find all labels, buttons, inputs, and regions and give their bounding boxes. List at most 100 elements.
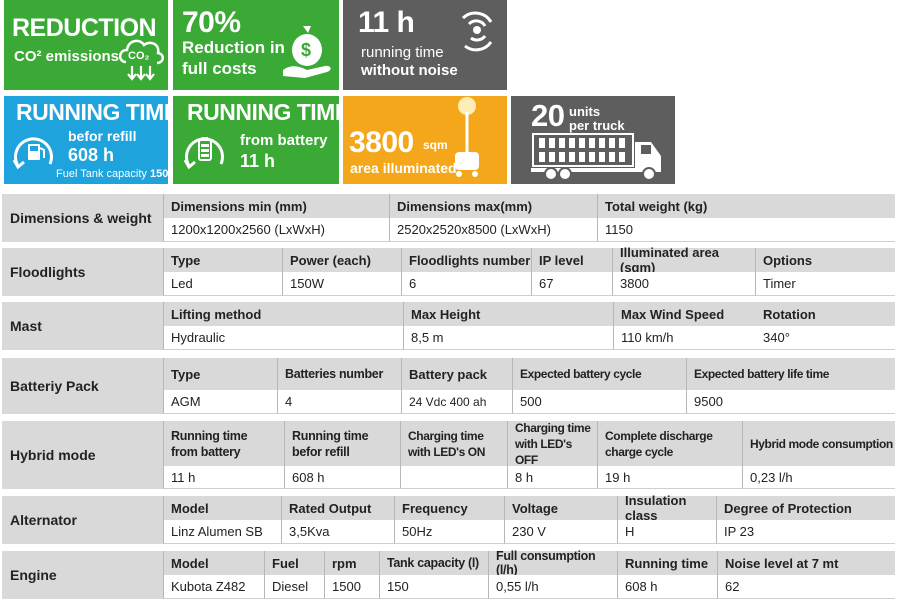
tile-big-value: 11 h — [358, 6, 415, 39]
battery-cycle-icon — [183, 137, 224, 170]
tile-big-value: 3800 — [349, 126, 414, 159]
tile-area-illuminated: 3800 sqm area illuminated — [343, 96, 507, 184]
tile-subtitle: CO² emissions — [14, 48, 120, 65]
value-hybrid-consumption: 0,23 l/h — [742, 466, 895, 489]
section-engine: Engine Model Fuel rpm Tank capacity (l) … — [2, 549, 895, 599]
header-type: Type — [163, 248, 282, 272]
value-running-time-battery: 11 h — [163, 466, 284, 489]
tile-line2: full costs — [182, 59, 257, 78]
fuel-tank-value: 150 L — [149, 168, 168, 180]
value-options: Timer — [755, 272, 895, 296]
section-label: Engine — [2, 551, 163, 599]
header-battery-type: Type — [163, 358, 277, 390]
value-ip-level: 67 — [531, 272, 612, 296]
fuel-pump-icon — [12, 137, 53, 170]
sound-waves-icon — [461, 11, 493, 52]
tile-units-per-truck: 20 units per truck — [511, 96, 675, 184]
section-dimensions: Dimensions & weight Dimensions min (mm) … — [2, 194, 895, 242]
money-bag-hand-icon: $ — [283, 26, 331, 78]
header-frequency: Frequency — [394, 496, 504, 520]
value-illuminated-area: 3800 — [612, 272, 755, 296]
section-mast: Mast Lifting method Max Height Max Wind … — [2, 302, 895, 350]
value-voltage: 230 V — [504, 520, 617, 544]
value-lifting-method: Hydraulic — [163, 326, 403, 350]
value-expected-battery-cycle: 500 — [512, 390, 686, 414]
tile-title: REDUCTION — [12, 14, 157, 42]
value-expected-battery-life: 9500 — [686, 390, 895, 414]
tile-line1: Reduction in — [182, 38, 285, 57]
tile-silent-running: 11 h running time without noise — [343, 0, 507, 90]
tile-big-value: 20 — [531, 98, 565, 133]
value-max-wind-speed: 110 km/h — [613, 326, 756, 350]
cloud-co2-icon: CO₂ — [118, 39, 164, 81]
section-label: Floodlights — [2, 248, 163, 296]
tile-running-time-battery: RUNNING TIME from battery 11 h — [173, 96, 339, 184]
header-total-weight: Total weight (kg) — [597, 194, 895, 218]
tile-line2: 11 h — [240, 151, 276, 171]
value-dimensions-max: 2520x2520x8500 (LxWxH) — [389, 218, 597, 242]
value-discharge-cycle: 19 h — [597, 466, 742, 489]
header-rated-output: Rated Output — [281, 496, 394, 520]
header-dimensions-min: Dimensions min (mm) — [163, 194, 389, 218]
header-options: Options — [755, 248, 895, 272]
header-ip-level: IP level — [531, 248, 612, 272]
value-insulation-class: H — [617, 520, 716, 544]
value-battery-pack: 24 Vdc 400 ah — [401, 390, 512, 414]
section-label: Hybrid mode — [2, 421, 163, 489]
value-fuel: Diesel — [264, 575, 324, 599]
truck-icon — [531, 133, 661, 181]
value-max-height: 8,5 m — [403, 326, 613, 350]
header-running-time: Running time — [617, 551, 717, 575]
header-running-time-refill: Running time befor refill — [284, 421, 400, 466]
section-battery-pack: Batteriy Pack Type Batteries number Batt… — [2, 358, 895, 414]
fuel-tank-capacity: Fuel Tank capacity 150 L — [56, 168, 168, 180]
value-floodlights-number: 6 — [401, 272, 531, 296]
section-label: Dimensions & weight — [2, 194, 163, 242]
tile-unit: sqm — [423, 138, 448, 152]
section-floodlights: Floodlights Type Power (each) Floodlight… — [2, 245, 895, 296]
header-batteries-number: Batteries number — [277, 358, 401, 390]
header-expected-battery-life: Expected battery life time — [686, 358, 895, 390]
value-dimensions-min: 1200x1200x2560 (LxWxH) — [163, 218, 389, 242]
value-rated-output: 3,5Kva — [281, 520, 394, 544]
co2-icon-text: CO₂ — [128, 50, 150, 62]
value-degree-of-protection: IP 23 — [716, 520, 895, 544]
tile-line: area illuminated — [350, 160, 457, 176]
value-full-consumption: 0,55 l/h — [488, 575, 617, 599]
value-rpm: 1500 — [324, 575, 379, 599]
header-model: Model — [163, 496, 281, 520]
section-hybrid-mode: Hybrid mode Running time from battery Ru… — [2, 421, 895, 489]
header-illuminated-area: Illuminated area (sqm) — [612, 245, 755, 275]
tile-title: RUNNING TIME — [16, 99, 168, 125]
header-tank-capacity: Tank capacity (l) — [379, 551, 488, 575]
section-label: Batteriy Pack — [2, 358, 163, 414]
tile-title: RUNNING TIME — [187, 99, 339, 125]
tile-line1: from battery — [240, 132, 328, 149]
header-engine-model: Model — [163, 551, 264, 575]
value-batteries-number: 4 — [277, 390, 401, 414]
header-degree-of-protection: Degree of Protection — [716, 496, 895, 520]
tile-big-value: 70% — [182, 6, 241, 39]
value-charging-leds-off: 8 h — [507, 466, 597, 489]
header-full-consumption: Full consumption (l/h) — [488, 549, 617, 577]
svg-text:$: $ — [301, 40, 311, 60]
header-voltage: Voltage — [504, 496, 617, 520]
header-power: Power (each) — [282, 248, 401, 272]
header-rpm: rpm — [324, 551, 379, 575]
section-label: Alternator — [2, 496, 163, 544]
header-running-time-battery: Running time from battery — [163, 421, 284, 466]
value-type: Led — [163, 272, 282, 296]
header-discharge-cycle: Complete discharge charge cycle — [597, 421, 742, 466]
header-expected-battery-cycle: Expected battery cycle — [512, 358, 686, 390]
header-hybrid-consumption: Hybrid mode consumption — [742, 421, 895, 466]
value-power: 150W — [282, 272, 401, 296]
header-dimensions-max: Dimensions max(mm) — [389, 194, 597, 218]
value-model: Linz Alumen SB — [163, 520, 281, 544]
value-running-time: 608 h — [617, 575, 717, 599]
header-battery-pack: Battery pack — [401, 358, 512, 390]
tile-line2: per truck — [569, 118, 625, 133]
tile-line1: running time — [361, 44, 444, 61]
header-insulation-class: Insulation class — [617, 493, 716, 523]
value-charging-leds-on — [400, 466, 507, 489]
header-max-wind-speed: Max Wind Speed — [613, 302, 756, 326]
